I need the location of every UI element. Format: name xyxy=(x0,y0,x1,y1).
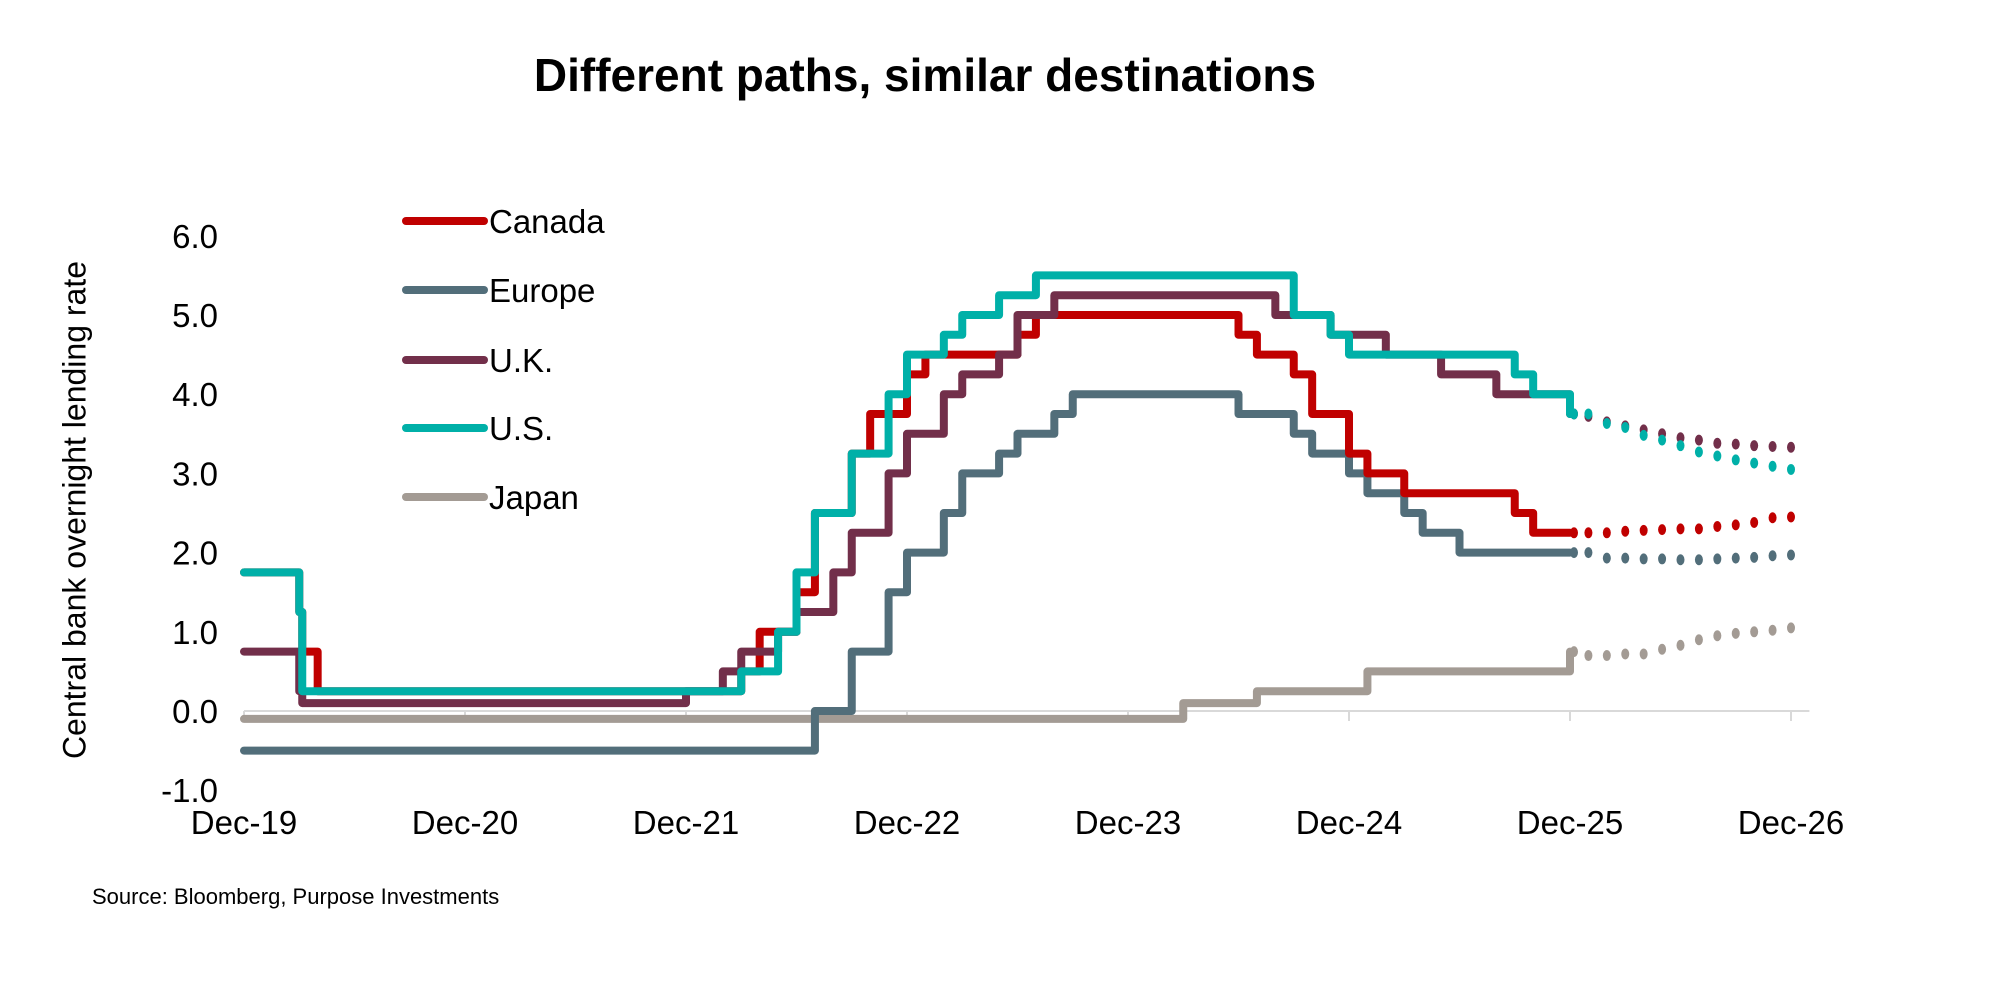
forecast-dot xyxy=(1750,626,1759,638)
forecast-dot xyxy=(1694,634,1703,646)
forecast-dot xyxy=(1584,650,1593,662)
y-tick-label: -1.0 xyxy=(161,772,218,809)
y-tick-label: 2.0 xyxy=(172,535,218,572)
source-note: Source: Bloomberg, Purpose Investments xyxy=(92,884,500,909)
forecast-dot xyxy=(1750,551,1759,563)
forecast-dot xyxy=(1731,438,1740,450)
forecast-dot xyxy=(1787,463,1795,475)
series-line-europe xyxy=(240,390,1574,755)
x-tick-label: Dec-23 xyxy=(1075,804,1181,841)
forecast-dot xyxy=(1768,440,1777,452)
forecast-dot xyxy=(1768,512,1777,524)
x-tick-label: Dec-26 xyxy=(1738,804,1844,841)
forecast-dot xyxy=(1787,511,1795,523)
forecast-dot xyxy=(1621,648,1630,660)
forecast-dot xyxy=(1787,622,1795,634)
forecast-dot xyxy=(1713,553,1722,565)
series-line-japan xyxy=(240,647,1574,723)
forecast-dot xyxy=(1750,440,1759,452)
y-tick-label: 4.0 xyxy=(172,376,218,413)
forecast-dot xyxy=(1676,440,1685,452)
forecast-dot xyxy=(1694,523,1703,535)
forecast-dot xyxy=(1602,552,1611,564)
forecast-dot xyxy=(1713,520,1722,532)
forecast-dot xyxy=(1621,421,1630,433)
forecast-dot xyxy=(1658,553,1667,565)
forecast-dot xyxy=(1602,650,1611,662)
series-line-us xyxy=(240,271,1574,696)
x-tick-label: Dec-25 xyxy=(1517,804,1623,841)
forecast-dot xyxy=(1639,648,1648,660)
forecast-dot xyxy=(1713,450,1722,462)
forecast-dot xyxy=(1570,646,1578,658)
x-tick-label: Dec-19 xyxy=(191,804,297,841)
y-tick-label: 3.0 xyxy=(172,455,218,492)
y-tick-label: 0.0 xyxy=(172,693,218,730)
forecast-dot xyxy=(1621,525,1630,537)
forecast-dot xyxy=(1787,549,1795,561)
y-tick-label: 1.0 xyxy=(172,614,218,651)
forecast-dot xyxy=(1750,517,1759,529)
forecast-dot xyxy=(1570,547,1578,559)
forecast-dot xyxy=(1787,441,1795,453)
forecast-dot xyxy=(1731,454,1740,466)
forecast-dot xyxy=(1694,554,1703,566)
forecast-dot xyxy=(1713,630,1722,642)
x-tick-label: Dec-21 xyxy=(633,804,739,841)
legend-label: Europe xyxy=(489,272,595,309)
legend-label: Canada xyxy=(489,203,605,240)
y-tick-label: 6.0 xyxy=(172,218,218,255)
forecast-dot xyxy=(1621,552,1630,564)
forecast-dot xyxy=(1584,408,1593,420)
series-line-uk xyxy=(240,291,1574,708)
forecast-dot xyxy=(1768,624,1777,636)
legend-label: U.K. xyxy=(489,342,553,379)
legend-label: Japan xyxy=(489,479,579,516)
forecast-dot xyxy=(1731,519,1740,531)
forecast-dot xyxy=(1694,446,1703,458)
chart-title: Different paths, similar destinations xyxy=(533,49,1317,101)
forecast-dot xyxy=(1658,524,1667,536)
forecast-dot xyxy=(1570,527,1578,539)
forecast-dot xyxy=(1731,627,1740,639)
forecast-dot xyxy=(1676,554,1685,566)
legend-label: U.S. xyxy=(489,410,553,447)
forecast-dot xyxy=(1639,429,1648,441)
forecast-dot xyxy=(1694,434,1703,446)
forecast-dot xyxy=(1768,550,1777,562)
forecast-dot xyxy=(1602,527,1611,539)
forecast-dot xyxy=(1584,547,1593,559)
forecast-dot xyxy=(1768,460,1777,472)
forecast-dot xyxy=(1584,527,1593,539)
x-tick-label: Dec-24 xyxy=(1296,804,1402,841)
forecast-dot xyxy=(1676,523,1685,535)
forecast-dot xyxy=(1570,408,1578,420)
x-tick-label: Dec-20 xyxy=(412,804,518,841)
forecast-dot xyxy=(1713,437,1722,449)
forecast-dot xyxy=(1750,457,1759,469)
x-tick-label: Dec-22 xyxy=(854,804,960,841)
forecast-dot xyxy=(1658,434,1667,446)
forecast-dot xyxy=(1676,639,1685,651)
forecast-dot xyxy=(1731,552,1740,564)
y-tick-label: 5.0 xyxy=(172,297,218,334)
forecast-dot xyxy=(1602,418,1611,430)
forecast-dot xyxy=(1639,553,1648,565)
forecast-dot xyxy=(1658,643,1667,655)
forecast-dot xyxy=(1676,432,1685,444)
forecast-dot xyxy=(1639,524,1648,536)
